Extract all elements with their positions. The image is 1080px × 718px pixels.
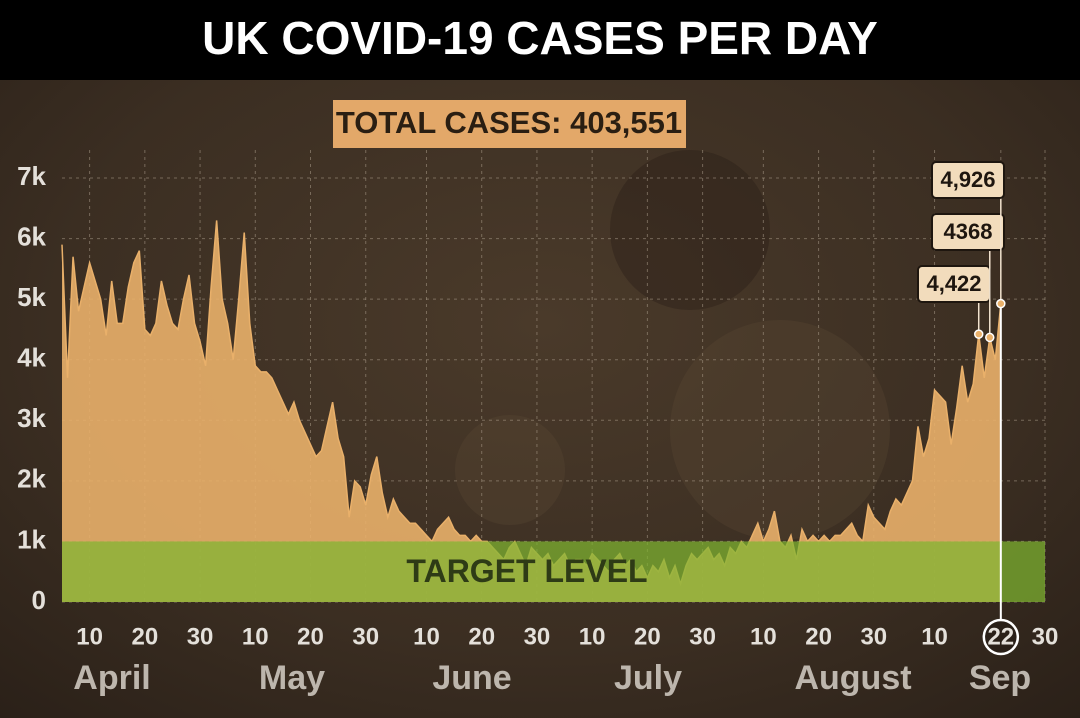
x-tick-label: 20 xyxy=(805,623,832,650)
y-tick-label: 1k xyxy=(17,524,46,554)
month-label: May xyxy=(259,659,325,697)
label-box xyxy=(931,213,1005,251)
month-label: April xyxy=(73,659,150,697)
x-tick-label: 10 xyxy=(76,623,103,650)
x-tick-label: 10 xyxy=(413,623,440,650)
label-box xyxy=(931,161,1005,199)
x-tick-label: 20 xyxy=(468,623,495,650)
x-tick-label: 10 xyxy=(750,623,777,650)
y-tick-label: 3k xyxy=(17,403,46,433)
subtitle: TOTAL CASES: 403,551 xyxy=(336,105,682,140)
month-label: June xyxy=(432,659,511,697)
y-tick-label: 6k xyxy=(17,221,46,251)
texture xyxy=(610,150,770,310)
y-tick-label: 4k xyxy=(17,343,46,373)
subtitle-box xyxy=(333,100,686,148)
y-tick-label: 5k xyxy=(17,282,46,312)
x-tick-label: 20 xyxy=(131,623,158,650)
texture xyxy=(670,320,890,540)
month-label: Sep xyxy=(969,659,1031,697)
point-marker xyxy=(973,329,984,339)
x-tick-label: 30 xyxy=(187,623,214,650)
target-label: TARGET LEVEL xyxy=(406,553,647,589)
x-tick-label: 30 xyxy=(524,623,551,650)
x-tick-label: 10 xyxy=(579,623,606,650)
x-tick-label: 30 xyxy=(860,623,887,650)
highlight-ring xyxy=(982,618,1020,656)
value-label: 4,926 xyxy=(940,167,995,192)
value-label: 4,422 xyxy=(926,271,981,296)
texture xyxy=(455,415,565,525)
y-tick-label: 0 xyxy=(32,585,46,615)
value-label: 4368 xyxy=(944,219,993,244)
title-bar xyxy=(0,0,1080,80)
x-tick-label: 30 xyxy=(352,623,379,650)
chart-title: UK COVID-19 CASES PER DAY xyxy=(202,12,878,64)
month-label: August xyxy=(794,659,911,697)
point-marker xyxy=(985,332,995,343)
area-fill xyxy=(62,220,1001,602)
x-tick-label: 20 xyxy=(297,623,324,650)
x-tick-label: 22 xyxy=(987,623,1014,650)
y-tick-label: 2k xyxy=(17,464,46,494)
x-tick-label: 30 xyxy=(1032,623,1059,650)
x-tick-label: 20 xyxy=(634,623,661,650)
point-marker xyxy=(996,298,1006,309)
y-tick-label: 7k xyxy=(17,161,46,191)
x-tick-label: 30 xyxy=(689,623,716,650)
x-tick-label: 10 xyxy=(921,623,948,650)
month-label: July xyxy=(614,659,682,697)
x-tick-label: 10 xyxy=(242,623,269,650)
target-band xyxy=(62,541,1045,602)
